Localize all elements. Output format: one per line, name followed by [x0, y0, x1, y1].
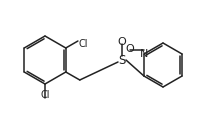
Text: O: O: [126, 44, 134, 54]
Text: S: S: [118, 54, 126, 66]
Text: Cl: Cl: [79, 39, 88, 49]
Text: N: N: [140, 49, 148, 59]
Text: Cl: Cl: [40, 90, 50, 100]
Text: O: O: [118, 37, 126, 47]
